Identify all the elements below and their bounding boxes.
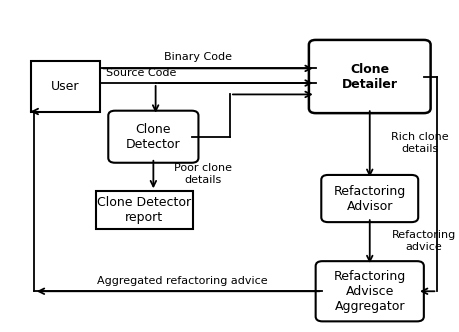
FancyBboxPatch shape (315, 261, 423, 321)
Text: Refactoring
Advisor: Refactoring Advisor (333, 185, 405, 212)
Text: User: User (51, 80, 79, 93)
Text: Refactoring
Advisce
Aggregator: Refactoring Advisce Aggregator (333, 270, 405, 313)
Text: Clone
Detector: Clone Detector (126, 123, 180, 151)
Text: Source Code: Source Code (106, 68, 176, 78)
Text: Binary Code: Binary Code (164, 52, 232, 62)
FancyBboxPatch shape (95, 191, 192, 229)
Text: Rich clone
details: Rich clone details (391, 132, 448, 154)
Text: Clone Detector
report: Clone Detector report (97, 196, 191, 224)
FancyBboxPatch shape (308, 40, 430, 113)
Text: Clone
Detailer: Clone Detailer (341, 62, 397, 91)
FancyBboxPatch shape (320, 175, 417, 222)
Text: Aggregated refactoring advice: Aggregated refactoring advice (97, 276, 268, 286)
Text: Poor clone
details: Poor clone details (173, 163, 231, 185)
Text: Refactoring
advice: Refactoring advice (391, 230, 455, 252)
FancyBboxPatch shape (30, 61, 100, 112)
FancyBboxPatch shape (108, 111, 198, 163)
